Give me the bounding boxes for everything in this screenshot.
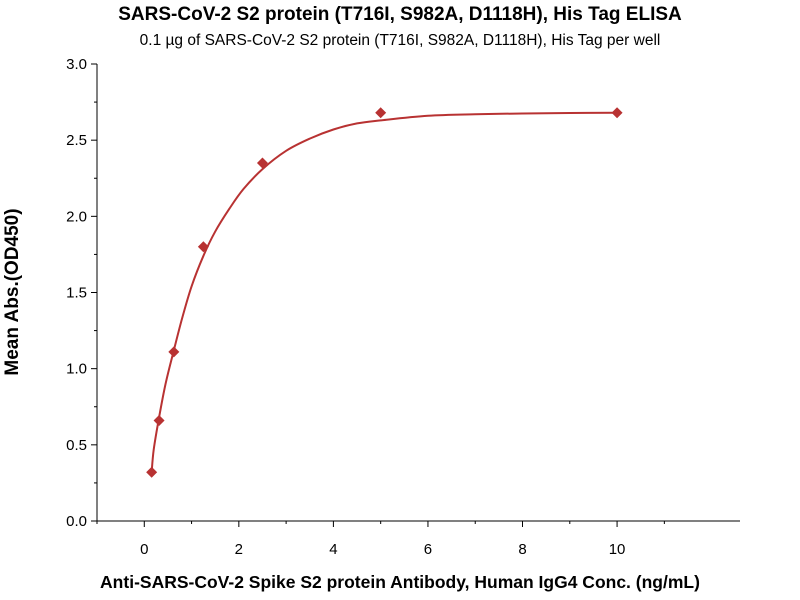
data-point (256, 157, 268, 169)
y-tick-label: 0.5 (66, 437, 87, 454)
data-point (375, 107, 387, 119)
fit-curve-group (150, 111, 618, 473)
y-axis-label: Mean Abs.(OD450) (2, 208, 23, 376)
chart-axes: 0.0 0.5 1.0 1.5 2.0 2.5 3.0 0 2 4 6 8 10 (66, 56, 740, 558)
y-tick-label: 2.0 (66, 208, 87, 225)
fit-curve (150, 111, 618, 473)
data-point (611, 107, 623, 119)
x-tick-label: 10 (609, 541, 626, 558)
x-axis-label: Anti-SARS-CoV-2 Spike S2 protein Antibod… (100, 572, 700, 592)
data-point (197, 241, 209, 253)
data-point (146, 466, 158, 478)
y-tick-label: 1.5 (66, 285, 87, 302)
x-tick-label: 4 (329, 541, 337, 558)
x-tick-label: 2 (235, 541, 243, 558)
x-tick-label: 8 (518, 541, 526, 558)
chart-title: SARS-CoV-2 S2 protein (T716I, S982A, D11… (118, 4, 682, 25)
y-tick-label: 3.0 (66, 56, 87, 73)
data-point (168, 346, 180, 358)
x-tick-label: 0 (140, 541, 148, 558)
y-tick-label: 1.0 (66, 361, 87, 378)
x-tick-label: 6 (424, 541, 432, 558)
chart-subtitle: 0.1 µg of SARS-CoV-2 S2 protein (T716I, … (139, 32, 661, 49)
data-point (153, 414, 165, 426)
y-tick-label: 0.0 (66, 513, 87, 530)
y-tick-label: 2.5 (66, 132, 87, 149)
data-points-group (146, 107, 623, 478)
